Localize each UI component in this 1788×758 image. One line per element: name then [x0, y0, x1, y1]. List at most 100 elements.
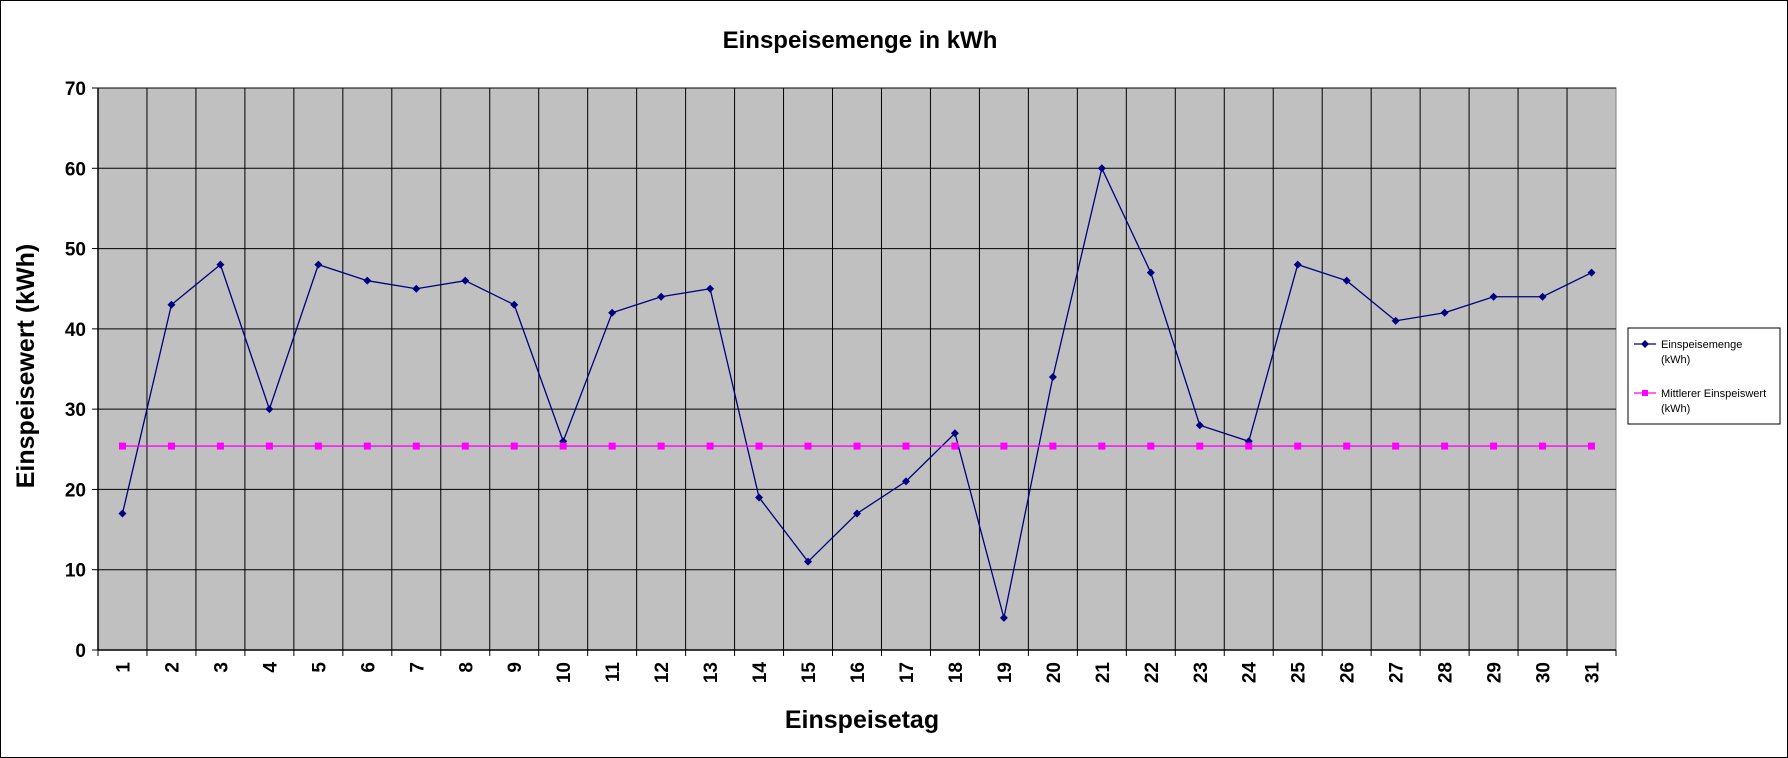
x-tick-label: 3 [211, 662, 232, 673]
data-point-diamond [1489, 292, 1498, 301]
data-point-diamond [1538, 292, 1547, 301]
legend-item-einspeisemenge: Einspeisemenge (kWh) [1634, 339, 1742, 366]
data-point-square [559, 442, 567, 450]
data-point-diamond [1342, 276, 1351, 285]
data-point-square [118, 442, 126, 450]
x-tick-label: 26 [1338, 662, 1359, 683]
data-point-diamond [461, 276, 470, 285]
data-point-square [265, 442, 273, 450]
data-point-diamond [950, 429, 959, 438]
data-point-square [804, 442, 812, 450]
data-point-square [1098, 442, 1106, 450]
data-point-diamond [1440, 308, 1449, 317]
x-tick-label: 25 [1289, 662, 1310, 684]
data-point-square [1294, 442, 1302, 450]
data-point-square [951, 442, 959, 450]
x-axis-title: Einspeisetag [785, 706, 939, 734]
y-tick-label: 10 [65, 561, 86, 582]
data-point-diamond [1587, 268, 1596, 277]
data-point-diamond [999, 613, 1008, 622]
chart-title: Einspeisemenge in kWh [723, 27, 998, 54]
legend-marker-diamond [1641, 340, 1649, 348]
data-point-diamond [755, 493, 764, 502]
data-point-square [1588, 442, 1596, 450]
x-tick-label: 23 [1191, 662, 1212, 683]
data-point-square [1441, 442, 1449, 450]
x-tick-label: 5 [309, 662, 330, 673]
data-point-square [510, 442, 518, 450]
y-tick-label: 30 [65, 400, 86, 421]
y-tick-label: 20 [65, 480, 86, 501]
data-point-diamond [1195, 421, 1204, 430]
x-tick-label: 4 [260, 662, 281, 673]
y-tick-label: 40 [65, 320, 86, 341]
legend-label-mittlerer-einspeiswert: Mittlerer Einspeiswert [1661, 388, 1766, 400]
data-point-square [1049, 442, 1057, 450]
data-point-diamond [901, 477, 910, 486]
data-point-diamond [510, 300, 519, 309]
x-tick-label: 14 [750, 662, 771, 684]
data-point-square [853, 442, 861, 450]
x-tick-label: 9 [505, 662, 526, 673]
data-point-square [755, 442, 763, 450]
x-tick-label: 21 [1093, 662, 1114, 684]
data-point-square [1147, 442, 1155, 450]
series-einspeisemenge [118, 164, 1596, 622]
data-point-square [412, 442, 420, 450]
data-point-square [1539, 442, 1547, 450]
data-point-square [167, 442, 175, 450]
y-tick-label: 70 [65, 79, 86, 100]
x-tick-label: 11 [603, 662, 624, 683]
x-tick-label: 30 [1534, 662, 1555, 683]
data-point-square [314, 442, 322, 450]
x-tick-label: 27 [1387, 662, 1408, 683]
legend-label-mittlerer-unit: (kWh) [1661, 403, 1690, 415]
x-tick-label: 6 [358, 662, 379, 673]
data-point-square [216, 442, 224, 450]
data-point-diamond [1391, 316, 1400, 325]
legend-marker-square [1642, 390, 1648, 396]
data-point-square [1490, 442, 1498, 450]
x-tick-label: 17 [897, 662, 918, 683]
x-tick-label: 7 [407, 662, 428, 673]
y-tick-label: 50 [65, 240, 86, 261]
plot-area [97, 87, 1617, 651]
x-tick-label: 20 [1044, 662, 1065, 683]
data-point-square [1392, 442, 1400, 450]
x-tick-label: 29 [1485, 662, 1506, 683]
data-point-diamond [608, 308, 617, 317]
data-point-diamond [657, 292, 666, 301]
legend: Einspeisemenge (kWh) Mittlerer Einspeisw… [1627, 327, 1781, 425]
data-point-square [657, 442, 665, 450]
legend-label-einspeisemenge-unit: (kWh) [1661, 354, 1690, 366]
x-tick-label: 16 [848, 662, 869, 683]
legend-label-einspeisemenge: Einspeisemenge [1661, 339, 1742, 351]
legend-item-mittlerer-einspeiswert: Mittlerer Einspeiswert (kWh) [1634, 388, 1766, 415]
x-tick-label: 15 [799, 662, 820, 684]
x-tick-label: 24 [1240, 662, 1261, 684]
y-axis-title: Einspeisewert (kWh) [12, 244, 40, 489]
data-point-square [608, 442, 616, 450]
x-tick-label: 28 [1436, 662, 1457, 683]
data-point-square [902, 442, 910, 450]
data-point-diamond [706, 284, 715, 293]
data-point-square [1000, 442, 1008, 450]
data-point-diamond [1048, 373, 1057, 382]
x-tick-label: 19 [995, 662, 1016, 683]
data-point-diamond [804, 557, 813, 566]
data-point-diamond [363, 276, 372, 285]
x-tick-label: 1 [113, 662, 134, 673]
data-point-diamond [118, 509, 127, 518]
data-point-square [1343, 442, 1351, 450]
data-point-square [1245, 442, 1253, 450]
y-tick-label: 0 [75, 641, 86, 662]
data-point-diamond [265, 405, 274, 414]
x-tick-label: 18 [946, 662, 967, 683]
data-point-diamond [1293, 260, 1302, 269]
x-tick-label: 12 [652, 662, 673, 683]
data-point-square [363, 442, 371, 450]
data-point-diamond [314, 260, 323, 269]
data-point-diamond [216, 260, 225, 269]
